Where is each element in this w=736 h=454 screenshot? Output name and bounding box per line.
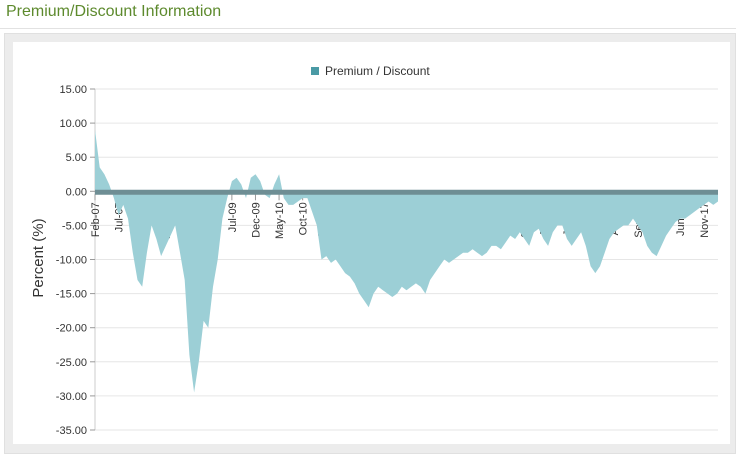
y-tick-label: -20.00: [56, 323, 87, 335]
legend-label: Premium / Discount: [325, 64, 430, 78]
x-tick-label: Jul-09: [227, 202, 239, 232]
y-axis: 15.00 10.00 5.00 0.00 -5.00 -10.00 -15.00 -20.0…: [56, 84, 96, 437]
y-tick-label: -5.00: [62, 220, 87, 232]
y-tick-label: 15.00: [59, 84, 87, 96]
series-area: [95, 129, 718, 393]
chart-legend[interactable]: Premium / Discount: [311, 64, 430, 78]
chart-panel: Premium / Discount 15.00 10.00 5.00 0.00 -5.…: [4, 33, 736, 454]
x-tick-label: Dec-09: [250, 202, 262, 237]
y-axis-label: Percent (%): [30, 218, 47, 297]
x-tick-label: May-10: [274, 202, 286, 239]
x-tick-label: Feb-07: [90, 202, 102, 237]
section-title: Premium/Discount Information: [6, 3, 222, 20]
title-divider: [0, 28, 736, 29]
y-tick-label: 10.00: [59, 118, 87, 130]
y-tick-label: -35.00: [56, 425, 87, 437]
y-tick-label: -10.00: [56, 255, 87, 267]
premium-discount-chart: Premium / Discount 15.00 10.00 5.00 0.00 -5.…: [30, 64, 718, 437]
legend-swatch: [311, 67, 319, 75]
x-tick-label: Jul-07: [114, 202, 126, 232]
y-tick-label: -15.00: [56, 289, 87, 301]
x-tick-label: Nov-17: [699, 202, 711, 237]
y-tick-label: -25.00: [56, 357, 87, 369]
y-tick-label: 0.00: [66, 186, 87, 198]
y-tick-label: 5.00: [66, 152, 87, 164]
y-tick-label: -30.00: [56, 391, 87, 403]
chart-card: Premium / Discount 15.00 10.00 5.00 0.00 -5.…: [13, 42, 730, 444]
x-tick-label: Oct-10: [298, 202, 310, 235]
